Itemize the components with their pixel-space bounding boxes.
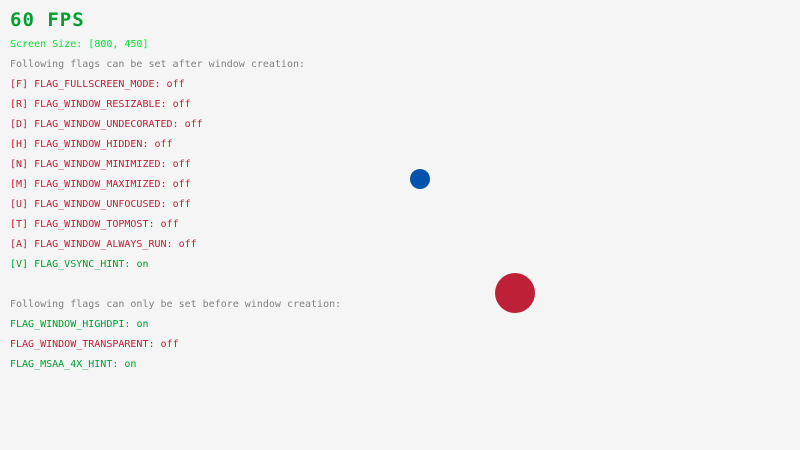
flag-row: [T] FLAG_WINDOW_TOPMOST: off xyxy=(10,220,179,230)
flag-value: off xyxy=(160,339,179,350)
flag-row: [A] FLAG_WINDOW_ALWAYS_RUN: off xyxy=(10,240,197,250)
flag-value: off xyxy=(184,119,203,130)
large-red-ball xyxy=(495,273,535,313)
before-creation-header: Following flags can only be set before w… xyxy=(10,299,342,310)
flag-row: [D] FLAG_WINDOW_UNDECORATED: off xyxy=(10,120,203,130)
flag-row: [R] FLAG_WINDOW_RESIZABLE: off xyxy=(10,100,191,110)
flag-value: off xyxy=(172,199,191,210)
flag-row: [H] FLAG_WINDOW_HIDDEN: off xyxy=(10,140,173,150)
flag-label: [N] FLAG_WINDOW_MINIMIZED: xyxy=(10,159,167,170)
flag-label: [V] FLAG_VSYNC_HINT: xyxy=(10,259,131,270)
flag-value: on xyxy=(136,259,149,270)
flag-row: FLAG_MSAA_4X_HINT: on xyxy=(10,360,136,370)
flag-value: off xyxy=(160,219,179,230)
flag-row: FLAG_WINDOW_HIGHDPI: on xyxy=(10,320,149,330)
flag-label: [F] FLAG_FULLSCREEN_MODE: xyxy=(10,79,161,90)
small-blue-ball xyxy=(410,169,430,189)
fps-counter: 60 FPS xyxy=(10,9,85,31)
flag-label: [T] FLAG_WINDOW_TOPMOST: xyxy=(10,219,155,230)
flag-value: off xyxy=(172,159,191,170)
flag-label: [H] FLAG_WINDOW_HIDDEN: xyxy=(10,139,149,150)
flag-label: [M] FLAG_WINDOW_MAXIMIZED: xyxy=(10,179,167,190)
flag-row: [F] FLAG_FULLSCREEN_MODE: off xyxy=(10,80,185,90)
flag-row: [N] FLAG_WINDOW_MINIMIZED: off xyxy=(10,160,191,170)
flag-label: FLAG_WINDOW_HIGHDPI: xyxy=(10,319,131,330)
flag-label: [D] FLAG_WINDOW_UNDECORATED: xyxy=(10,119,179,130)
flag-row: [U] FLAG_WINDOW_UNFOCUSED: off xyxy=(10,200,191,210)
after-creation-header: Following flags can be set after window … xyxy=(10,59,306,70)
flag-label: FLAG_MSAA_4X_HINT: xyxy=(10,359,119,370)
flag-value: on xyxy=(136,319,149,330)
flag-value: off xyxy=(178,239,197,250)
flag-label: [A] FLAG_WINDOW_ALWAYS_RUN: xyxy=(10,239,173,250)
flag-row: FLAG_WINDOW_TRANSPARENT: off xyxy=(10,340,179,350)
flag-value: off xyxy=(172,99,191,110)
flag-row: [V] FLAG_VSYNC_HINT: on xyxy=(10,260,149,270)
screen-size-label: Screen Size: [800, 450] xyxy=(10,39,149,50)
flag-label: [U] FLAG_WINDOW_UNFOCUSED: xyxy=(10,199,167,210)
flag-label: FLAG_WINDOW_TRANSPARENT: xyxy=(10,339,155,350)
flag-value: off xyxy=(172,179,191,190)
flag-value: on xyxy=(124,359,137,370)
flag-value: off xyxy=(154,139,173,150)
flag-value: off xyxy=(166,79,185,90)
flag-row: [M] FLAG_WINDOW_MAXIMIZED: off xyxy=(10,180,191,190)
flag-label: [R] FLAG_WINDOW_RESIZABLE: xyxy=(10,99,167,110)
